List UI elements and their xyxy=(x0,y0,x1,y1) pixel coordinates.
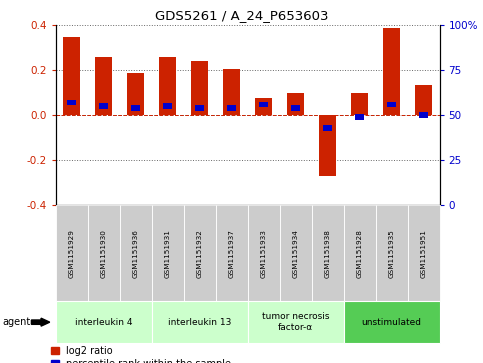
Bar xyxy=(163,103,172,109)
Text: GSM1151928: GSM1151928 xyxy=(356,229,363,278)
Bar xyxy=(415,85,432,115)
Text: GSM1151938: GSM1151938 xyxy=(325,229,330,278)
Text: GSM1151930: GSM1151930 xyxy=(100,229,107,278)
Bar xyxy=(383,28,400,115)
Bar xyxy=(63,37,80,115)
Text: agent: agent xyxy=(2,317,30,327)
Text: GSM1151929: GSM1151929 xyxy=(69,229,74,278)
Bar xyxy=(287,93,304,115)
Text: GSM1151935: GSM1151935 xyxy=(388,229,395,278)
Bar xyxy=(95,57,113,115)
Bar xyxy=(227,105,236,111)
Bar xyxy=(127,73,144,115)
Bar xyxy=(195,105,204,111)
Bar xyxy=(259,102,268,107)
Text: interleukin 4: interleukin 4 xyxy=(75,318,132,327)
Text: interleukin 13: interleukin 13 xyxy=(168,318,231,327)
Bar xyxy=(99,103,108,109)
Bar xyxy=(319,115,336,176)
Bar xyxy=(323,125,332,131)
Text: GSM1151934: GSM1151934 xyxy=(293,229,298,278)
Bar xyxy=(351,93,369,115)
Text: GSM1151931: GSM1151931 xyxy=(165,229,170,278)
Bar xyxy=(191,61,208,115)
Bar xyxy=(355,114,364,120)
Bar xyxy=(255,98,272,115)
Legend: log2 ratio, percentile rank within the sample: log2 ratio, percentile rank within the s… xyxy=(51,346,231,363)
Bar xyxy=(387,102,396,107)
Text: GSM1151937: GSM1151937 xyxy=(228,229,235,278)
Bar xyxy=(419,113,428,118)
Text: GDS5261 / A_24_P653603: GDS5261 / A_24_P653603 xyxy=(155,9,328,22)
Bar xyxy=(131,105,140,111)
Bar xyxy=(159,57,176,115)
Text: GSM1151933: GSM1151933 xyxy=(260,229,267,278)
Bar xyxy=(291,105,300,111)
Text: GSM1151932: GSM1151932 xyxy=(197,229,202,278)
Text: GSM1151951: GSM1151951 xyxy=(421,229,426,278)
Text: tumor necrosis
factor-α: tumor necrosis factor-α xyxy=(262,313,329,332)
Text: unstimulated: unstimulated xyxy=(362,318,422,327)
Bar xyxy=(223,69,241,115)
Bar xyxy=(67,100,76,106)
Text: GSM1151936: GSM1151936 xyxy=(132,229,139,278)
